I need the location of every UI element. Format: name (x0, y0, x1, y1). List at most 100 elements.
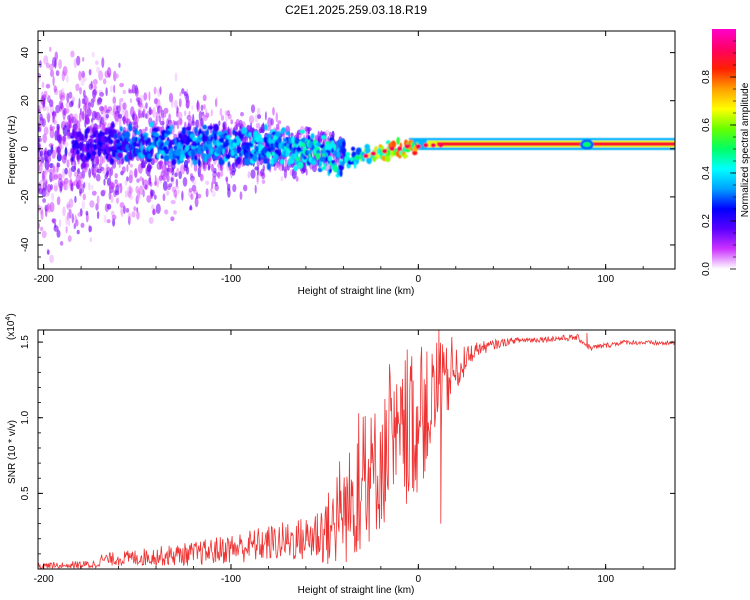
spectrogram-cell (104, 173, 108, 180)
spectrogram-cell (239, 191, 243, 200)
snr-frame (37, 329, 676, 570)
spectrogram-cell (121, 97, 124, 103)
spectrogram-cell (205, 112, 210, 118)
spectrogram-cell (197, 193, 202, 199)
spectrogram-cell (93, 80, 97, 89)
spectrogram-signal-cell (194, 126, 198, 135)
spectrogram-cell (112, 218, 116, 227)
spectrogram-cell (193, 163, 198, 172)
spectrogram-cell (280, 176, 284, 182)
spectrogram-cell (143, 92, 148, 101)
spectrogram-cell (58, 219, 62, 228)
spectrogram-cell (179, 91, 182, 97)
spectrogram-cell (185, 99, 191, 105)
spectrogram-peak-cell (404, 144, 410, 149)
spectrogram-cell (191, 178, 195, 184)
spectrogram-cell (53, 174, 58, 180)
spectrogram-cell (90, 184, 94, 191)
spectrogram-cell (230, 119, 233, 125)
spectrogram-cell (324, 129, 330, 136)
spectrogram-cell (62, 206, 66, 217)
spectrogram-cell (108, 190, 112, 200)
spectrogram-cell (118, 113, 123, 119)
spectrogram-cell (205, 188, 209, 198)
spectrogram-cell (131, 211, 136, 218)
spectrogram-cell (81, 169, 86, 179)
spectrogram-signal-cell (132, 136, 137, 142)
spectrogram-cell (38, 204, 41, 212)
spectrogram-cell (173, 133, 178, 140)
spectrogram-signal-cell (99, 130, 103, 136)
spectrogram-signal-cell (338, 164, 345, 171)
y-tick-label: 20 (20, 95, 31, 107)
snr-series-line (38, 330, 675, 569)
spectrogram-y-ticks: -40 -20 0 20 40 (20, 40, 675, 270)
spectrogram-cell (203, 104, 206, 110)
spectrogram-cell (290, 132, 294, 138)
spectrogram-signal-cell (372, 156, 377, 162)
spectrogram-signal-cell (336, 151, 341, 159)
spectrogram-signal-cell (385, 155, 391, 163)
x-tick-label: -100 (221, 574, 241, 585)
spectrogram-cell (43, 55, 49, 65)
spectrogram-signal-cell (99, 150, 102, 155)
spectrogram-cell (68, 167, 73, 179)
spectrogram-cell (295, 176, 299, 182)
spectrogram-cell (49, 254, 54, 264)
spectrogram-cell (45, 62, 50, 69)
spectrogram-signal-cell (136, 130, 140, 136)
colorbar-tick-label: 0.0 (701, 262, 712, 276)
spectrogram-cell (108, 72, 111, 78)
colorbar-gradient (712, 29, 736, 269)
spectrogram-cell (191, 184, 197, 192)
spectrogram-cell (256, 175, 259, 185)
spectrogram-signal-cell (345, 152, 351, 157)
spectrogram-cell (151, 204, 155, 210)
colorbar-tick-label: 0.6 (701, 118, 712, 132)
x-tick-label: -200 (34, 274, 54, 285)
spectrogram-cell (116, 105, 121, 114)
spectrogram-cell (59, 181, 63, 192)
spectrogram-cell (201, 111, 205, 116)
colorbar-tick-label: 0.8 (701, 70, 712, 84)
spectrogram-cell (85, 114, 90, 125)
spectrogram-cell (96, 168, 102, 174)
spectrogram-signal-cell (391, 140, 397, 148)
spectrogram-cell (176, 120, 180, 130)
spectrogram-signal-cell (90, 157, 94, 162)
spectrogram-cell (49, 46, 52, 52)
spectrogram-cell (227, 187, 231, 198)
spectrogram-signal-cell (108, 139, 114, 145)
spectrogram-cell (138, 185, 144, 195)
spectrogram-cell (126, 164, 129, 173)
spectrogram-cell (81, 70, 85, 79)
spectrogram-signal-cell (219, 137, 224, 143)
spectrogram-cell (103, 214, 107, 223)
spectrogram-cell (114, 179, 118, 185)
spectrogram-cell (95, 203, 99, 211)
spectrogram-cell (63, 135, 65, 145)
spectrogram-peak-cell (397, 146, 403, 151)
spectrogram-cell (136, 178, 140, 183)
snr-x-axis-label: Height of straight line (km) (298, 585, 415, 596)
snr-y-ticks: 0.5 1.0 1.5 (20, 335, 675, 555)
spectrogram-signal-cell (181, 153, 185, 159)
spectrogram-cell (141, 189, 145, 197)
spectrogram-cell (53, 182, 59, 193)
spectrogram-peak-cell (389, 146, 395, 151)
spectrogram-cell (128, 215, 131, 226)
spectrogram-cell (231, 162, 236, 169)
spectrogram-signal-cell (149, 121, 154, 128)
spectrogram-signal-cell (396, 136, 400, 145)
spectrogram-cell (176, 167, 180, 175)
spectrogram-cell (125, 207, 130, 213)
spectrogram-cell (137, 190, 141, 199)
spectrogram-cell (76, 55, 81, 66)
spectrogram-cell (91, 51, 95, 58)
spectrogram-signal-cell (213, 123, 220, 132)
spectrogram-signal-cell (299, 129, 306, 134)
spectrogram-cell (149, 174, 152, 185)
spectrogram-cell (185, 166, 190, 175)
spectrogram-signal-cell (351, 146, 356, 151)
spectrogram-cell (146, 195, 152, 203)
